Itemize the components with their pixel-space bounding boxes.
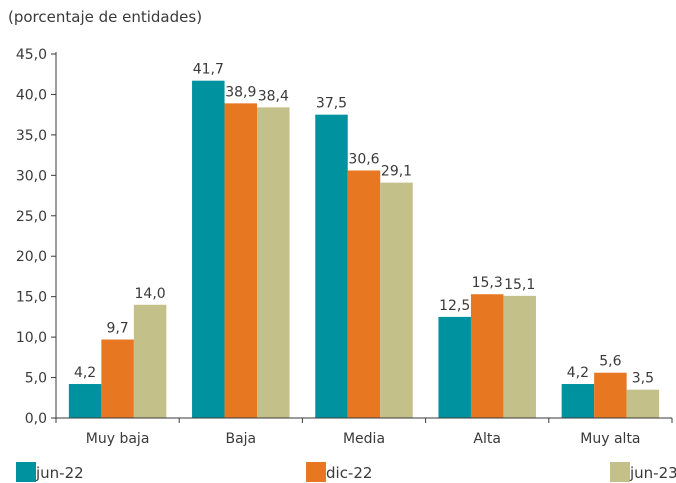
bar-jun-22-muy-alta — [561, 384, 595, 418]
y-tick-label: 35,0 — [16, 128, 47, 144]
data-label-jun-22-baja: 41,7 — [193, 62, 224, 78]
y-axis: 0,0 5,0 10,0 15,0 20,0 25,0 30,0 35,0 40,0 45,0 — [16, 47, 57, 427]
data-label-jun-22-alta: 12,5 — [439, 298, 470, 314]
data-label-dic-22-baja: 38,9 — [225, 84, 256, 100]
x-category-label: Muy alta — [580, 431, 640, 447]
data-label-jun-22-muy-alta: 4,2 — [567, 365, 589, 381]
data-label-dic-22-media: 30,6 — [348, 151, 379, 167]
y-tick-label: 10,0 — [16, 330, 47, 346]
x-axis: Muy baja Baja Media Alta Muy alta — [55, 417, 673, 447]
data-label-jun-22-media: 37,5 — [316, 96, 347, 112]
data-label-dic-22-muy-alta: 5,6 — [599, 354, 621, 370]
bar-dic-22-muy-baja — [101, 339, 134, 418]
data-label-jun-23-media: 29,1 — [381, 164, 412, 180]
data-label-dic-22-alta: 15,3 — [472, 275, 503, 291]
bar-jun-23-baja — [257, 107, 290, 419]
data-label-jun-23-alta: 15,1 — [504, 277, 535, 293]
y-tick-label: 20,0 — [16, 249, 47, 265]
bar-dic-22-alta — [470, 294, 504, 418]
y-tick-label: 25,0 — [16, 209, 47, 225]
x-category-label: Alta — [473, 431, 501, 447]
legend: jun-22 dic-22 jun-23 — [16, 462, 676, 482]
legend-label-jun-22: jun-22 — [35, 464, 84, 482]
legend-label-jun-23: jun-23 — [629, 464, 676, 482]
bar-jun-22-alta — [438, 316, 471, 418]
data-labels-group: 4,29,714,041,738,9 38,4 37,530,629,112,515… — [74, 62, 654, 387]
bars-group — [68, 80, 660, 419]
bar-jun-22-baja — [192, 80, 225, 419]
bar-jun-23-alta — [503, 295, 536, 418]
bar-jun-22-media — [315, 114, 348, 419]
data-label-jun-23-baja: 38,4 — [258, 88, 289, 104]
data-label-dic-22-muy-baja: 9,7 — [106, 321, 128, 337]
data-label-jun-23-muy-alta: 3,5 — [632, 371, 654, 387]
x-category-label: Muy baja — [86, 431, 150, 447]
y-tick-label: 5,0 — [25, 371, 47, 387]
bar-jun-23-muy-baja — [133, 304, 167, 418]
bar-dic-22-media — [347, 170, 381, 418]
y-tick-label: 40,0 — [16, 87, 47, 103]
bar-jun-22-muy-baja — [68, 384, 102, 418]
x-category-label: Baja — [225, 431, 256, 447]
bar-dic-22-muy-alta — [594, 372, 627, 418]
legend-label-dic-22: dic-22 — [326, 464, 372, 482]
bar-dic-22-baja — [224, 103, 258, 418]
y-tick-label: 30,0 — [16, 168, 47, 184]
x-category-label: Media — [343, 431, 385, 447]
y-tick-label: 15,0 — [16, 290, 47, 306]
y-tick-label: 0,0 — [25, 411, 47, 427]
bar-jun-23-muy-alta — [626, 389, 660, 418]
legend-swatch-jun-23 — [610, 462, 630, 482]
data-label-jun-23-muy-baja: 14,0 — [135, 286, 166, 302]
data-label-jun-22-muy-baja: 4,2 — [74, 365, 96, 381]
legend-swatch-dic-22 — [306, 462, 326, 482]
y-tick-label: 45,0 — [16, 47, 47, 63]
bar-jun-23-media — [380, 182, 413, 418]
unit-label: (porcentaje de entidades) — [8, 8, 202, 26]
legend-swatch-jun-22 — [16, 462, 36, 482]
